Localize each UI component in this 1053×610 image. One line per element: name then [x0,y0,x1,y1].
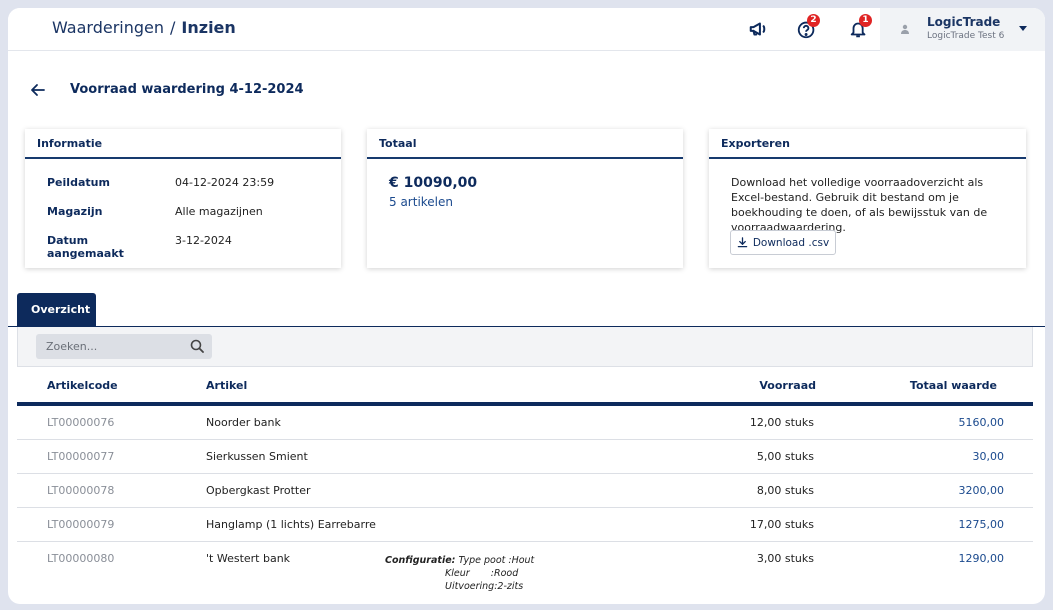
info-card-title: Informatie [25,129,341,159]
cell-article: Opbergkast Protter [206,484,311,497]
tab-overzicht[interactable]: Overzicht [17,293,96,327]
cell-code: LT00000077 [47,450,115,463]
info-label: Magazijn [47,205,103,218]
info-value: Alle magazijnen [175,205,263,218]
column-header-article[interactable]: Artikel [206,379,248,392]
info-label: Peildatum [47,176,110,189]
configuration-details: Configuratie: Type poot :Hout Kleur :Roo… [385,554,534,593]
total-card: Totaal € 10090,00 5 artikelen [367,129,683,268]
megaphone-icon[interactable] [748,18,770,40]
total-count: 5 artikelen [389,195,454,209]
top-bar: Waarderingen / Inzien 2 1 LogicTrade Logic [8,8,1045,51]
breadcrumb: Waarderingen / Inzien [52,18,236,37]
cell-value: 1275,00 [958,518,1005,531]
tab-divider [8,326,1045,327]
table-row[interactable]: LT00000080 't Westert bank Configuratie:… [17,542,1033,604]
export-description: Download het volledige voorraadoverzicht… [731,176,988,234]
configuration-line: Type poot :Hout [458,555,535,566]
export-card: Exporteren Download het volledige voorra… [709,129,1026,268]
table-row[interactable]: LT00000079 Hanglamp (1 lichts) Earrebarr… [17,508,1033,542]
app-window: Waarderingen / Inzien 2 1 LogicTrade Logic [8,8,1045,604]
breadcrumb-separator: / [170,18,176,37]
cell-code: LT00000080 [47,552,115,565]
download-csv-label: Download .csv [752,236,830,249]
user-name: LogicTrade [927,15,1001,29]
notifications-button[interactable]: 1 [848,14,872,40]
help-badge: 2 [807,14,820,27]
page-title: Voorraad waardering 4-12-2024 [70,82,304,97]
user-icon [901,24,909,34]
table-header-divider [17,402,1033,406]
cell-article: 't Westert bank [206,552,291,565]
configuration-label: Configuratie: [385,555,456,566]
column-header-code[interactable]: Artikelcode [47,379,118,392]
cell-code: LT00000079 [47,518,115,531]
cell-article: Sierkussen Smient [206,450,308,463]
configuration-line: Kleur :Rood [445,568,519,579]
breadcrumb-parent[interactable]: Waarderingen [52,18,165,37]
cell-value: 3200,00 [958,484,1005,497]
user-menu[interactable]: LogicTrade LogicTrade Test 6 [880,8,1045,51]
search-input[interactable] [36,334,212,359]
cell-stock: 5,00 stuks [756,450,814,463]
chevron-down-icon[interactable] [1019,24,1027,32]
cell-article: Hanglamp (1 lichts) Earrebarre [206,518,376,531]
info-value: 3-12-2024 [175,234,232,247]
table-row[interactable]: LT00000077 Sierkussen Smient 5,00 stuks … [17,440,1033,474]
cell-stock: 8,00 stuks [756,484,814,497]
user-company: LogicTrade Test 6 [927,31,1005,41]
cell-stock: 17,00 stuks [749,518,814,531]
configuration-line: Uitvoering:2-zits [445,581,524,592]
search-bar [17,327,1033,367]
download-csv-button[interactable]: Download .csv [730,230,836,255]
info-value: 04-12-2024 23:59 [175,176,275,189]
download-icon [737,237,748,248]
cell-stock: 12,00 stuks [749,416,814,429]
info-label: Datum aangemaakt [47,234,124,260]
cell-article: Noorder bank [206,416,281,429]
cell-code: LT00000078 [47,484,115,497]
back-arrow-icon[interactable] [30,82,46,98]
column-header-value[interactable]: Totaal waarde [909,379,997,392]
table-row[interactable]: LT00000078 Opbergkast Protter 8,00 stuks… [17,474,1033,508]
cell-value: 1290,00 [958,552,1005,565]
total-card-title: Totaal [367,129,683,159]
help-icon [797,21,815,39]
total-amount: € 10090,00 [389,175,478,191]
breadcrumb-current: Inzien [181,18,236,37]
search-icon[interactable] [190,339,204,353]
table-row[interactable]: LT00000076 Noorder bank 12,00 stuks 5160… [17,406,1033,440]
info-card: Informatie Peildatum 04-12-2024 23:59 Ma… [25,129,341,268]
cell-code: LT00000076 [47,416,115,429]
cell-value: 5160,00 [958,416,1005,429]
help-button[interactable]: 2 [796,14,820,40]
cell-stock: 3,00 stuks [756,552,814,565]
export-card-title: Exporteren [709,129,1026,159]
notifications-badge: 1 [859,14,872,27]
cell-value: 30,00 [972,450,1005,463]
column-header-stock[interactable]: Voorraad [759,379,816,392]
